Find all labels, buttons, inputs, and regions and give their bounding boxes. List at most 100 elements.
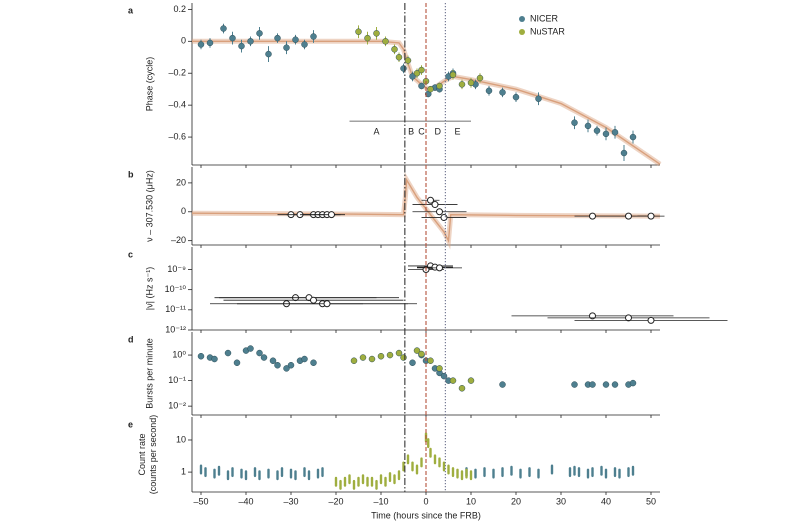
y-tick-label: –0.2 — [168, 68, 186, 78]
count-point — [393, 474, 396, 485]
data-point — [409, 359, 416, 367]
data-point — [413, 69, 421, 77]
data-point — [310, 296, 317, 304]
count-point — [451, 467, 455, 478]
legend-label: NICER — [530, 13, 559, 23]
segment-label: C — [418, 126, 425, 136]
y-axis-label: ν – 307.530 (μHz) — [144, 170, 154, 242]
y-axis-label: Count rate(counts per second) — [137, 415, 158, 495]
count-point — [618, 468, 621, 479]
data-point — [292, 36, 299, 43]
count-point — [348, 474, 351, 485]
y-tick-label: 10⁻¹⁰ — [165, 284, 187, 294]
count-point — [469, 470, 473, 481]
data-point — [427, 85, 434, 93]
y-axis-label: |ν̇| (Hz s⁻¹) — [144, 267, 154, 310]
data-point — [629, 379, 637, 387]
data-point — [571, 119, 578, 126]
data-point — [238, 42, 245, 50]
count-point — [492, 468, 495, 479]
count-point — [321, 467, 324, 478]
count-point — [427, 438, 430, 449]
data-point — [233, 359, 241, 367]
count-point — [294, 470, 297, 481]
count-point — [334, 476, 338, 487]
data-point — [629, 133, 637, 141]
data-point — [571, 381, 578, 388]
count-point — [577, 467, 581, 478]
count-point — [258, 470, 261, 481]
data-point — [224, 349, 232, 357]
count-point — [226, 470, 230, 481]
y-tick-label: 10⁻² — [168, 401, 186, 411]
y-tick-label: 10⁰ — [172, 349, 186, 359]
data-point — [467, 377, 475, 384]
data-point — [458, 385, 466, 392]
count-point — [339, 479, 342, 490]
x-tick-label: –50 — [193, 496, 208, 506]
count-point — [307, 470, 311, 481]
count-point — [442, 461, 446, 472]
data-point — [220, 25, 227, 32]
data-point — [382, 38, 389, 45]
data-point — [211, 355, 218, 363]
data-point — [602, 130, 610, 138]
y-tick-label: 20 — [176, 177, 186, 187]
data-point — [391, 46, 398, 53]
data-point — [589, 381, 596, 388]
data-point — [418, 350, 425, 358]
data-point — [197, 41, 205, 48]
count-point — [591, 467, 594, 478]
data-point — [458, 81, 466, 88]
data-point — [625, 314, 632, 322]
x-tick-label: 20 — [511, 496, 521, 506]
data-point — [256, 30, 263, 37]
count-point — [370, 476, 374, 487]
count-point — [627, 467, 630, 478]
count-point — [433, 454, 437, 465]
y-tick-label: 0 — [181, 206, 186, 216]
data-point — [386, 351, 394, 359]
count-point — [240, 468, 243, 479]
count-point — [244, 470, 248, 481]
data-point — [436, 365, 443, 372]
y-axis-label: Bursts per minute — [144, 338, 154, 409]
data-point — [440, 372, 448, 380]
count-point — [550, 464, 554, 475]
data-point — [301, 41, 308, 48]
segment-label: B — [408, 126, 414, 136]
panel-letter: a — [128, 5, 134, 15]
data-point — [206, 39, 214, 47]
x-tick-label: 50 — [646, 496, 656, 506]
data-point — [350, 357, 358, 364]
data-point — [274, 34, 281, 42]
data-point — [584, 122, 592, 130]
data-point — [283, 44, 290, 51]
panel-letter: d — [128, 334, 134, 344]
count-point — [568, 467, 572, 478]
data-point — [260, 354, 268, 361]
data-point — [265, 50, 272, 58]
x-tick-label: 30 — [556, 496, 566, 506]
panel-letter: c — [128, 249, 133, 259]
y-tick-label: 1 — [181, 466, 186, 476]
data-point — [602, 381, 610, 388]
count-point — [388, 472, 392, 483]
count-point — [447, 464, 450, 475]
data-point — [449, 377, 457, 384]
data-point — [355, 28, 362, 35]
count-point — [501, 467, 504, 478]
segment-label: E — [454, 126, 460, 136]
data-point — [328, 211, 335, 219]
y-axis-label-line: Count rate — [137, 433, 147, 475]
data-point — [418, 66, 425, 74]
data-point — [287, 361, 295, 369]
x-tick-label: –40 — [238, 496, 253, 506]
data-point — [611, 129, 619, 136]
data-point — [436, 82, 443, 90]
count-point — [384, 476, 387, 487]
data-point — [404, 57, 412, 64]
data-point — [647, 316, 655, 324]
count-point — [411, 461, 414, 472]
